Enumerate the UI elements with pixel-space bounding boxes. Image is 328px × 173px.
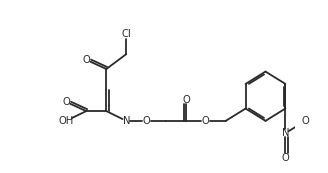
Text: O: O (82, 55, 90, 65)
Text: O: O (62, 97, 70, 107)
Text: O: O (281, 153, 289, 163)
Text: O: O (142, 116, 150, 126)
Text: Cl: Cl (121, 29, 131, 39)
Text: N: N (282, 128, 289, 138)
Text: O: O (202, 116, 210, 126)
Text: O: O (182, 95, 190, 105)
Text: O: O (301, 116, 309, 126)
Text: N: N (122, 116, 130, 126)
Text: OH: OH (58, 116, 74, 126)
